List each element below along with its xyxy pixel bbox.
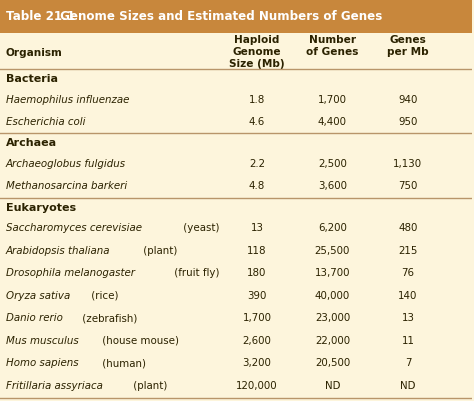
Text: (zebrafish): (zebrafish) (79, 313, 137, 323)
Text: Genes
per Mb: Genes per Mb (387, 34, 429, 57)
Text: (yeast): (yeast) (180, 223, 220, 233)
Text: Archaea: Archaea (6, 138, 57, 148)
Text: 215: 215 (398, 245, 418, 255)
Text: 940: 940 (398, 95, 418, 105)
Text: Methanosarcina barkeri: Methanosarcina barkeri (6, 181, 127, 191)
Text: ND: ND (325, 381, 340, 391)
Text: 23,000: 23,000 (315, 313, 350, 323)
Text: 118: 118 (247, 245, 267, 255)
Text: 4,400: 4,400 (318, 117, 347, 127)
Text: 22,000: 22,000 (315, 336, 350, 346)
Text: 7: 7 (405, 358, 411, 368)
Text: Mus musculus: Mus musculus (6, 336, 78, 346)
Text: 20,500: 20,500 (315, 358, 350, 368)
Text: 2.2: 2.2 (249, 159, 265, 169)
Text: Fritillaria assyriaca: Fritillaria assyriaca (6, 381, 102, 391)
Text: 180: 180 (247, 268, 267, 278)
Text: (rice): (rice) (88, 291, 118, 301)
Text: 120,000: 120,000 (236, 381, 278, 391)
Text: 3,600: 3,600 (318, 181, 347, 191)
Text: Table 21.1: Table 21.1 (6, 10, 75, 23)
Text: Organism: Organism (6, 48, 63, 57)
Text: Escherichia coli: Escherichia coli (6, 117, 85, 127)
Text: (human): (human) (99, 358, 146, 368)
Text: 480: 480 (398, 223, 418, 233)
Text: (house mouse): (house mouse) (99, 336, 179, 346)
Text: 76: 76 (401, 268, 414, 278)
Text: Eukaryotes: Eukaryotes (6, 203, 76, 213)
Text: Genome Sizes and Estimated Numbers of Genes: Genome Sizes and Estimated Numbers of Ge… (55, 10, 382, 23)
Text: 13: 13 (251, 223, 264, 233)
Text: (plant): (plant) (140, 245, 177, 255)
Text: (plant): (plant) (130, 381, 167, 391)
Text: (fruit fly): (fruit fly) (171, 268, 220, 278)
Text: ND: ND (400, 381, 416, 391)
Text: 140: 140 (398, 291, 418, 301)
Text: Haploid
Genome
Size (Mb): Haploid Genome Size (Mb) (229, 34, 285, 69)
Text: Saccharomyces cerevisiae: Saccharomyces cerevisiae (6, 223, 142, 233)
Text: Arabidopsis thaliana: Arabidopsis thaliana (6, 245, 110, 255)
Text: Archaeoglobus fulgidus: Archaeoglobus fulgidus (6, 159, 126, 169)
Text: 13,700: 13,700 (315, 268, 350, 278)
Text: Oryza sativa: Oryza sativa (6, 291, 70, 301)
Text: Number
of Genes: Number of Genes (306, 34, 359, 57)
Text: 11: 11 (401, 336, 414, 346)
Text: Danio rerio: Danio rerio (6, 313, 63, 323)
Text: 2,500: 2,500 (318, 159, 347, 169)
Text: 1,700: 1,700 (243, 313, 272, 323)
Text: 1,130: 1,130 (393, 159, 422, 169)
Text: 6,200: 6,200 (318, 223, 347, 233)
Text: 25,500: 25,500 (315, 245, 350, 255)
Text: 3,200: 3,200 (243, 358, 272, 368)
Text: 2,600: 2,600 (243, 336, 272, 346)
Text: 390: 390 (247, 291, 267, 301)
Text: 13: 13 (401, 313, 414, 323)
Text: 4.8: 4.8 (249, 181, 265, 191)
Text: Homo sapiens: Homo sapiens (6, 358, 78, 368)
FancyBboxPatch shape (0, 0, 472, 33)
Text: 1,700: 1,700 (318, 95, 347, 105)
Text: 950: 950 (398, 117, 418, 127)
Text: 750: 750 (398, 181, 418, 191)
Text: Drosophila melanogaster: Drosophila melanogaster (6, 268, 135, 278)
Text: Haemophilus influenzae: Haemophilus influenzae (6, 95, 129, 105)
Text: 4.6: 4.6 (249, 117, 265, 127)
Text: Bacteria: Bacteria (6, 74, 58, 84)
Text: 1.8: 1.8 (249, 95, 265, 105)
Text: 40,000: 40,000 (315, 291, 350, 301)
